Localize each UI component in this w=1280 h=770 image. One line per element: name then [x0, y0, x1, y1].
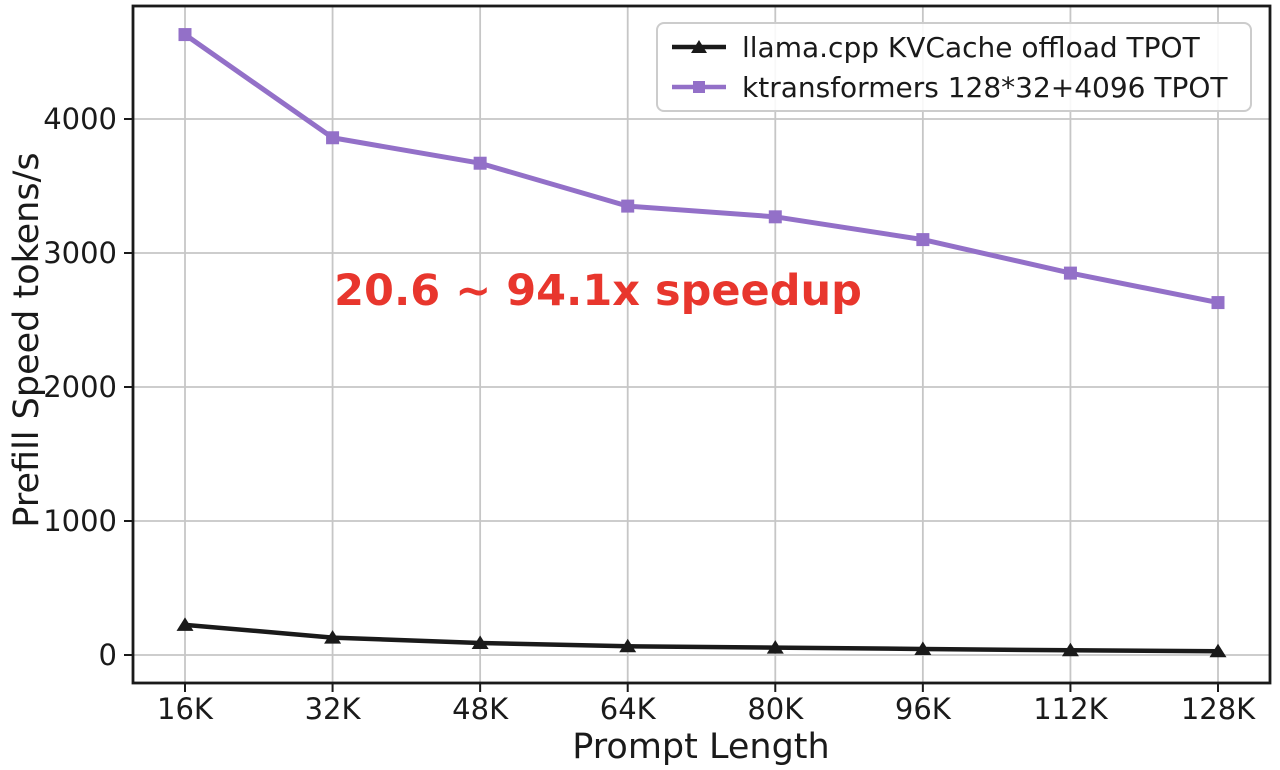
llama-cpp-tpot-marker	[914, 641, 932, 655]
ktransformers-tpot-marker	[1063, 266, 1077, 280]
llama-cpp-tpot-marker	[1061, 642, 1079, 657]
ktransformers-tpot-marker	[768, 210, 782, 224]
llama-cpp-tpot-line	[184, 622, 1219, 654]
llama-cpp-tpot-marker	[619, 638, 637, 653]
ktransformers-tpot-marker	[621, 199, 635, 213]
plot-border	[131, 4, 1272, 685]
ktransformers-tpot-marker	[916, 233, 930, 247]
legend-label: ktransformers 128*32+4096 TPOT	[742, 70, 1228, 104]
x-axis-label: Prompt Length	[572, 727, 830, 767]
triangle-marker-line-icon	[672, 40, 726, 53]
legend-label: llama.cpp KVCache offload TPOT	[742, 30, 1200, 64]
legend-row: llama.cpp KVCache offload TPOT	[670, 31, 1250, 64]
x-tick-label: 48K	[452, 692, 509, 726]
ktransformers-tpot-marker	[473, 156, 487, 170]
speedup-annotation: 20.6 ~ 94.1x speedup	[334, 266, 862, 316]
y-tick-label: 0	[99, 638, 117, 672]
llama-cpp-tpot-marker	[176, 617, 194, 631]
ktransformers-tpot-line	[183, 32, 1219, 306]
legend-row: ktransformers 128*32+4096 TPOT	[670, 71, 1250, 104]
square-marker-line-icon	[672, 81, 726, 93]
legend: llama.cpp KVCache offload TPOT ktransform…	[656, 22, 1252, 112]
y-tick-label: 3000	[43, 236, 117, 270]
x-tick-label: 16K	[157, 692, 214, 726]
x-tick-label: 96K	[895, 692, 952, 726]
y-tick-label: 1000	[43, 504, 117, 538]
y-tick-label: 4000	[43, 102, 117, 136]
x-tick-label: 32K	[305, 692, 362, 726]
llama-cpp-tpot-marker	[324, 630, 342, 644]
llama-cpp-tpot-marker	[766, 640, 784, 654]
ktransformers-tpot-marker	[178, 28, 192, 42]
y-tick-label: 2000	[43, 370, 117, 404]
x-tick-label: 80K	[747, 692, 804, 726]
y-axis-label: Prefill Speed tokens/s	[7, 152, 47, 528]
llama-cpp-tpot-marker	[471, 635, 489, 649]
x-tick-label: 128K	[1181, 692, 1256, 726]
ktransformers-tpot-marker	[1211, 296, 1225, 310]
ktransformers-tpot-marker	[326, 131, 340, 145]
x-tick-label: 112K	[1033, 692, 1108, 726]
x-tick-label: 64K	[600, 692, 657, 726]
llama-cpp-tpot-marker	[1209, 643, 1227, 658]
